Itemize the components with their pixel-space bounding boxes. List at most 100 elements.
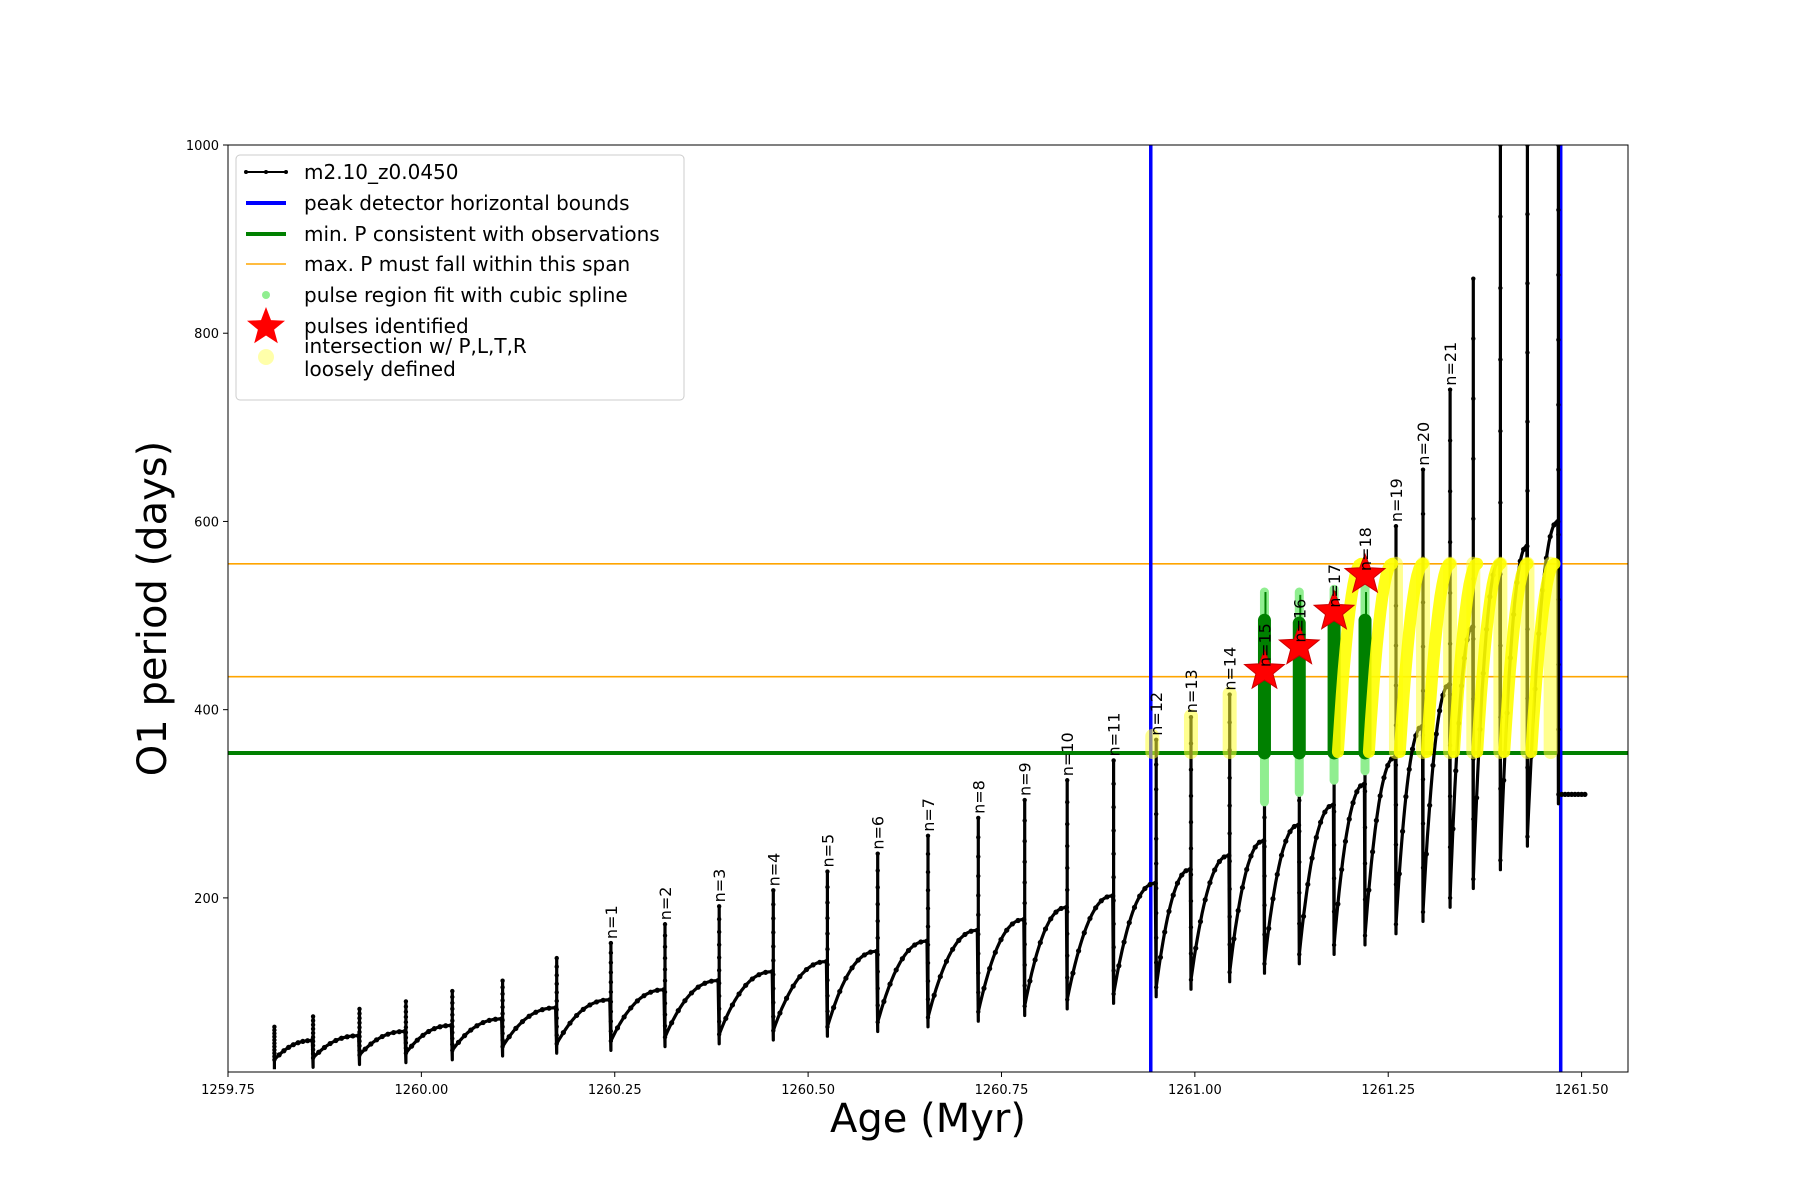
series-point	[1335, 901, 1341, 907]
spike-point	[1065, 997, 1070, 1002]
spike-point	[925, 960, 931, 966]
series-point	[1248, 853, 1254, 859]
y-axis-title: O1 period (days)	[130, 441, 176, 776]
series-point	[480, 1019, 486, 1026]
pulse-label: n=15	[1255, 623, 1274, 667]
spike-point	[1498, 786, 1503, 791]
series-point	[276, 1052, 282, 1058]
series-point	[1317, 819, 1324, 825]
spike-point	[1525, 350, 1530, 355]
series-point	[992, 949, 998, 955]
spike-point	[1065, 821, 1070, 827]
series-point	[849, 965, 855, 971]
series-point	[1152, 880, 1158, 886]
spike-point	[403, 1025, 409, 1030]
yellow-arc-6	[1498, 557, 1534, 758]
series-point	[580, 1006, 586, 1012]
spike-point	[1153, 836, 1159, 841]
spike-point	[771, 944, 776, 949]
series-point	[887, 981, 893, 987]
series-point	[937, 973, 943, 980]
series-point	[1270, 896, 1276, 902]
series-point	[474, 1023, 480, 1029]
spike-point	[1065, 778, 1070, 783]
legend-marker-dot	[264, 170, 268, 174]
spike-point	[450, 1024, 455, 1029]
spike-point	[1065, 799, 1070, 805]
legend-label-line: peak detector horizontal bounds	[304, 191, 630, 215]
series-point	[1027, 978, 1033, 984]
spike-point	[403, 1019, 409, 1025]
spike-point	[716, 955, 722, 960]
series-point	[533, 1009, 539, 1015]
pulse-label: n=12	[1147, 692, 1166, 736]
spike-point	[1331, 909, 1337, 914]
spike-point	[608, 960, 614, 965]
spike-point	[875, 901, 880, 907]
series-point	[1520, 546, 1527, 553]
spike-point	[608, 980, 614, 985]
series-point	[1037, 939, 1043, 946]
series-point	[1110, 893, 1116, 899]
series-point	[1423, 851, 1429, 857]
series-point	[1104, 894, 1110, 900]
spike-point	[1447, 844, 1453, 850]
series-point	[519, 1018, 526, 1025]
series-point	[1221, 854, 1227, 860]
spike-point	[272, 1057, 277, 1062]
series-point	[783, 995, 790, 1001]
spike-point	[1153, 861, 1159, 866]
spike-point	[403, 1035, 409, 1040]
spike-point	[662, 933, 668, 938]
spike-point	[608, 970, 614, 975]
series-point	[1147, 881, 1153, 888]
spike-point	[310, 1047, 316, 1052]
series-point	[621, 1014, 627, 1020]
series-point	[420, 1032, 426, 1038]
spike-point	[554, 964, 559, 969]
series-point	[1070, 970, 1076, 976]
series-point	[1261, 838, 1267, 844]
spike-point	[825, 993, 830, 998]
spike-point	[662, 922, 668, 927]
spike-point	[608, 989, 614, 995]
series-point	[437, 1024, 443, 1030]
series-point	[1235, 908, 1241, 914]
spike-point	[1498, 145, 1503, 148]
series-point	[333, 1037, 339, 1044]
spike-point	[357, 1020, 362, 1025]
series-point	[1063, 904, 1069, 911]
series-point	[468, 1027, 474, 1033]
series-point	[1309, 855, 1315, 861]
yellow-arc-7	[1525, 557, 1561, 758]
spike-point	[1471, 876, 1476, 882]
spike-point	[771, 1028, 776, 1033]
pulse-label: n=5	[818, 834, 837, 868]
series-point	[1162, 929, 1168, 935]
spike-point	[1498, 428, 1503, 434]
series-point	[987, 965, 993, 972]
spike-point	[1111, 921, 1116, 927]
spike-point	[716, 968, 722, 973]
x-tick-label: 1261.25	[1361, 1083, 1415, 1098]
series-point	[560, 1029, 566, 1036]
spike-point	[1362, 897, 1368, 902]
spike-point	[310, 1051, 316, 1056]
series-point	[1346, 816, 1352, 822]
spike-point	[500, 1018, 505, 1023]
spike-point	[357, 1039, 362, 1044]
spike-point	[771, 902, 776, 907]
spike-point	[1022, 942, 1027, 947]
legend-label-line: min. P consistent with observations	[304, 222, 660, 246]
spike-point	[500, 1004, 505, 1010]
series-point	[899, 956, 905, 962]
spike-point	[771, 888, 776, 893]
series-point	[855, 957, 861, 963]
spike-point	[608, 1009, 614, 1014]
pulse-star-2	[1312, 589, 1356, 630]
spike-point	[272, 1027, 277, 1033]
spike-point	[1393, 802, 1399, 808]
yellow-arc-2	[1393, 557, 1429, 758]
spike-point	[1471, 516, 1476, 522]
spike-point	[976, 932, 981, 937]
